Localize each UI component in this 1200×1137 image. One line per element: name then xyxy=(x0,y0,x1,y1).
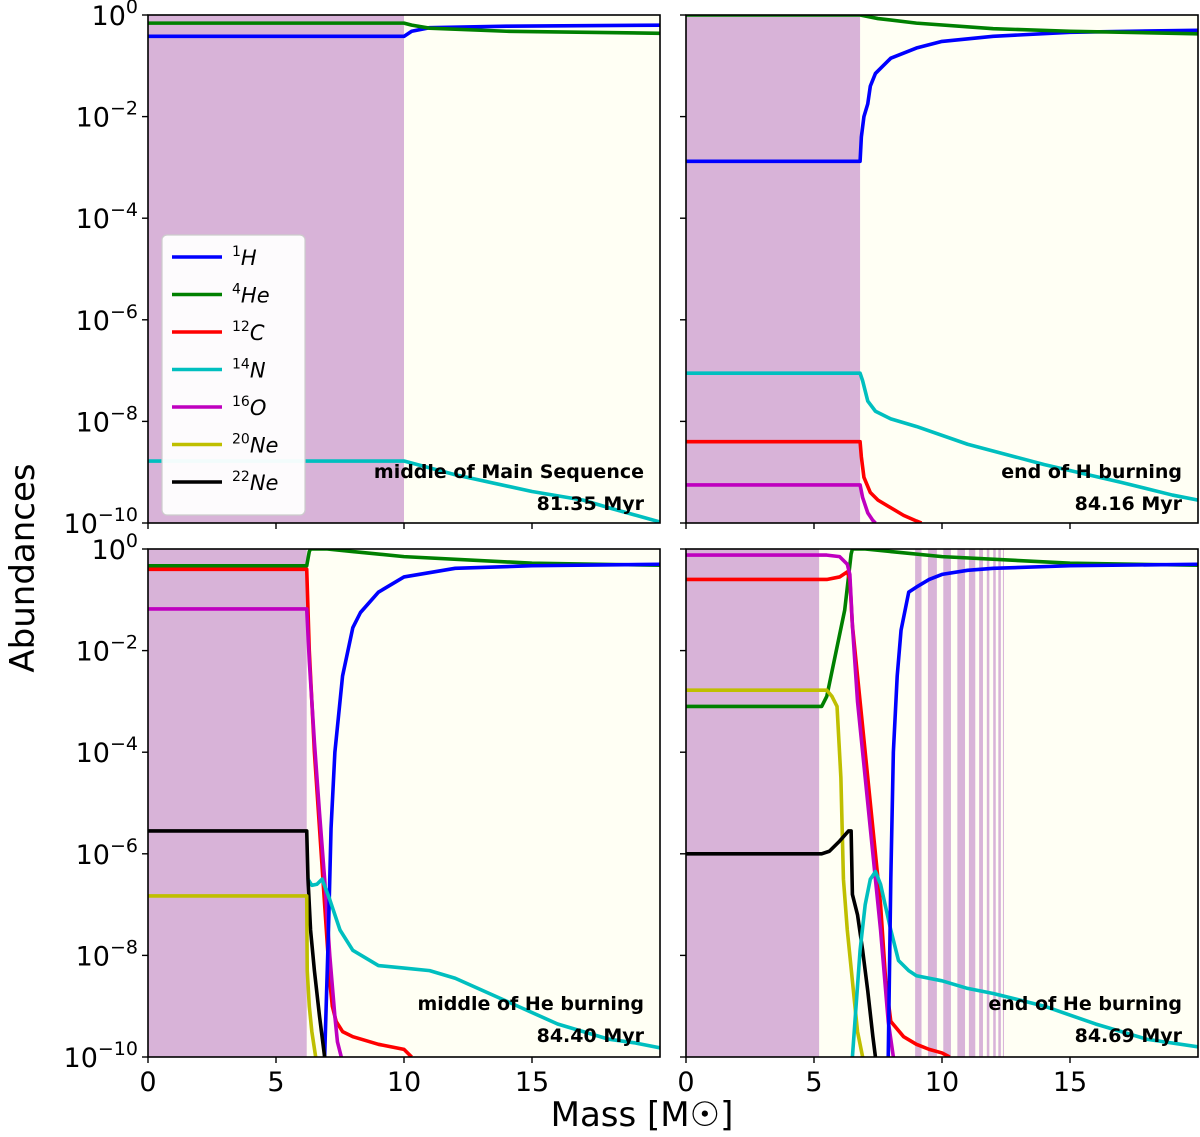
convective-zone xyxy=(998,549,1001,1057)
legend-entry-h1: 1H xyxy=(172,244,257,270)
series-he4-line xyxy=(686,15,1198,36)
series-o16-line xyxy=(148,607,344,1057)
panel-2-convective-zones xyxy=(148,549,307,1057)
panel-middle-of-he-burning: 100 10−2 10−4 10−6 10−8 10−100 5 10 15 xyxy=(64,530,661,1098)
series-ne20-line xyxy=(686,688,865,1057)
legend: 1H 4He 12C 14N 16O 20Ne 22Ne xyxy=(161,234,306,516)
legend-entry-o16: 16O xyxy=(172,394,266,420)
y-tick-label: 10−6 xyxy=(76,301,138,337)
series-ne22-line xyxy=(686,829,878,1057)
series-o16-line xyxy=(686,553,896,1057)
panel-0-stage-label: middle of Main Sequence xyxy=(374,461,644,483)
convective-zone xyxy=(148,549,307,1057)
panel-end-of-he-burning: 0 5 10 15 xyxy=(677,548,1199,1098)
x-tick-label: 5 xyxy=(267,1067,284,1098)
panel-0-age-label: 81.35 Myr xyxy=(537,493,645,515)
series-h1-line xyxy=(886,562,1198,1057)
series-h1-line xyxy=(686,28,1198,164)
y-tick-label: 10−6 xyxy=(76,835,138,871)
y-tick-label: 100 xyxy=(92,530,138,566)
convective-zone xyxy=(986,549,990,1057)
x-tick-label: 10 xyxy=(387,1067,421,1098)
legend-label: 16O xyxy=(232,394,266,420)
series-h1-line xyxy=(148,23,660,39)
panel-0-series xyxy=(148,21,660,523)
convective-zone xyxy=(915,549,922,1057)
panel-2-stage-label: middle of He burning xyxy=(417,993,644,1015)
series-o16-line xyxy=(686,483,877,523)
legend-label: 1H xyxy=(232,244,257,270)
series-he4-line xyxy=(148,21,660,36)
convective-zone xyxy=(993,549,996,1057)
x-tick-label: 15 xyxy=(515,1067,549,1098)
panel-2-series xyxy=(148,549,660,1057)
y-tick-label: 10−8 xyxy=(76,402,138,438)
legend-label: 12C xyxy=(232,319,265,345)
series-c12-line xyxy=(686,439,923,523)
panel-3-convective-zones xyxy=(686,549,1004,1057)
convective-zone xyxy=(943,549,951,1057)
panel-3-age-label: 84.69 Myr xyxy=(1075,1025,1183,1047)
series-he4-line xyxy=(686,549,1198,709)
series-c12-line xyxy=(686,570,951,1057)
y-tick-label: 10−4 xyxy=(76,733,138,769)
panel-1-convective-zones xyxy=(686,15,861,523)
convective-zone xyxy=(686,549,820,1057)
panel-1-age-label: 84.16 Myr xyxy=(1075,493,1183,515)
panel-end-of-h-burning xyxy=(680,14,1199,529)
x-tick-label: 0 xyxy=(677,1067,694,1098)
x-tick-label: 0 xyxy=(139,1067,156,1098)
legend-label: 14N xyxy=(232,357,266,383)
y-tick-label: 100 xyxy=(92,0,138,32)
panel-3-stage-label: end of He burning xyxy=(988,993,1182,1015)
series-ne22-line xyxy=(148,829,327,1057)
panel-1-series xyxy=(686,15,1198,523)
x-tick-label: 15 xyxy=(1053,1067,1087,1098)
panel-2-age-label: 84.40 Myr xyxy=(537,1025,645,1047)
legend-entry-n14: 14N xyxy=(172,357,266,383)
series-he4-line xyxy=(148,549,660,568)
convective-zone xyxy=(968,549,976,1057)
series-h1-line xyxy=(322,562,660,1057)
legend-entry-ne22: 22Ne xyxy=(172,469,278,495)
x-tick-label: 10 xyxy=(925,1067,959,1098)
series-n14-line xyxy=(850,869,1198,1057)
legend-entry-he4: 4He xyxy=(172,282,270,308)
series-n14-line xyxy=(148,459,660,523)
panel-1-stage-label: end of H burning xyxy=(1001,461,1182,483)
convective-zone xyxy=(957,549,966,1057)
convective-zone xyxy=(1002,549,1004,1057)
y-tick-label: 10−4 xyxy=(76,199,138,235)
y-tick-label: 10−2 xyxy=(76,98,138,134)
convective-zone xyxy=(927,549,937,1057)
legend-label: 20Ne xyxy=(232,432,278,458)
x-axis-title: Mass [M☉] xyxy=(551,1095,734,1135)
legend-entry-ne20: 20Ne xyxy=(172,432,278,458)
y-tick-label: 10−10 xyxy=(64,1038,138,1074)
y-axis-title: Abundances xyxy=(3,463,43,672)
series-n14-line xyxy=(686,371,1198,502)
y-tick-label: 10−2 xyxy=(76,632,138,668)
x-tick-label: 5 xyxy=(805,1067,822,1098)
panel-3-series xyxy=(686,549,1198,1057)
convective-zone xyxy=(979,549,983,1057)
legend-label: 22Ne xyxy=(232,469,278,495)
legend-entry-c12: 12C xyxy=(172,319,265,345)
series-n14-line xyxy=(306,877,660,1050)
y-tick-label: 10−8 xyxy=(76,936,138,972)
legend-label: 4He xyxy=(232,282,270,308)
series-ne20-line xyxy=(148,894,318,1057)
convective-zone xyxy=(686,15,861,523)
